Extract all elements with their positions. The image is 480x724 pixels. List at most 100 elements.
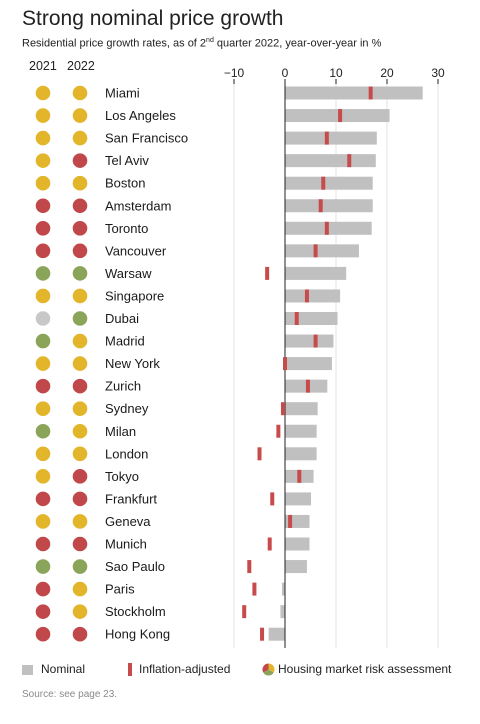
- risk-dot-2022: [72, 356, 88, 371]
- risk-dot-2021: [35, 604, 51, 619]
- risk-dot-2021: [35, 108, 51, 123]
- nominal-bar: [285, 266, 347, 280]
- city-label: Milan: [105, 424, 136, 439]
- risk-dot-2022: [72, 581, 88, 597]
- risk-dot-2021: [35, 130, 51, 146]
- inflation-marker: [280, 402, 285, 416]
- risk-dot-2022: [72, 469, 88, 484]
- nominal-bar: [281, 582, 285, 596]
- risk-dot-2022: [72, 175, 88, 191]
- risk-dot-2021: [35, 221, 51, 236]
- inflation-marker: [294, 312, 299, 325]
- inflation-marker: [265, 266, 270, 280]
- subtitle-rest: quarter 2022, year-over-year in %: [213, 37, 382, 50]
- inflation-marker: [283, 357, 287, 371]
- city-label: Sydney: [105, 401, 149, 416]
- city-label: Paris: [105, 582, 135, 597]
- risk-dot-2021: [35, 333, 51, 349]
- inflation-marker: [324, 131, 329, 145]
- risk-dot-2021: [35, 491, 51, 507]
- nominal-bar: [285, 131, 377, 145]
- nominal-bar: [285, 109, 390, 123]
- inflation-marker: [321, 176, 326, 190]
- nominal-bar: [285, 537, 310, 551]
- risk-dot-2022: [72, 378, 88, 394]
- risk-dot-2022: [72, 491, 88, 507]
- city-label: Singapore: [105, 288, 164, 303]
- city-label: Toronto: [105, 221, 148, 236]
- nominal-bar: [285, 199, 373, 213]
- inflation-marker: [260, 627, 265, 641]
- city-label: Sao Paulo: [105, 559, 165, 574]
- risk-dot-2021: [35, 536, 51, 552]
- risk-dot-2022: [72, 626, 88, 642]
- risk-dot-2021: [35, 401, 51, 417]
- risk-dot-2021: [35, 175, 51, 191]
- risk-dot-2022: [72, 333, 88, 349]
- risk-dot-2022: [72, 266, 88, 281]
- nominal-bar: [285, 244, 359, 258]
- city-label: New York: [105, 356, 160, 371]
- subtitle-superscript: nd: [206, 37, 214, 44]
- city-label: Frankfurt: [105, 491, 157, 506]
- risk-dot-2021: [35, 311, 51, 326]
- risk-dot-2022: [72, 85, 88, 101]
- legend-inflation-swatch: [128, 663, 132, 676]
- city-label: San Francisco: [105, 131, 188, 146]
- city-label: Tokyo: [105, 469, 139, 484]
- risk-dot-2022: [72, 243, 88, 259]
- city-label: Stockholm: [105, 604, 166, 619]
- city-label: Geneva: [105, 514, 151, 529]
- city-label: Dubai: [105, 311, 139, 326]
- city-label: Hong Kong: [105, 627, 170, 642]
- risk-dot-2022: [72, 153, 88, 168]
- city-label: Munich: [105, 537, 147, 552]
- legend-inflation-label: Inflation-adjusted: [139, 662, 231, 676]
- inflation-marker: [276, 424, 281, 438]
- risk-dot-2021: [35, 153, 51, 168]
- risk-dot-2022: [72, 423, 88, 439]
- nominal-bar: [285, 176, 373, 190]
- risk-dot-2022: [72, 221, 88, 236]
- risk-dot-2021: [35, 85, 51, 101]
- inflation-marker: [297, 469, 302, 483]
- risk-dot-2022: [72, 130, 88, 146]
- x-tick-label: 20: [380, 66, 394, 80]
- nominal-bar: [285, 312, 338, 325]
- inflation-marker: [247, 560, 252, 574]
- legend-risk-label: Housing market risk assessment: [278, 662, 452, 676]
- inflation-marker: [305, 379, 310, 393]
- inflation-marker: [252, 582, 257, 596]
- risk-dot-2022: [72, 288, 88, 304]
- year-label-2021: 2021: [29, 59, 57, 73]
- inflation-marker: [257, 447, 262, 461]
- inflation-marker: [267, 537, 272, 551]
- nominal-bar: [285, 154, 376, 168]
- chart-subtitle: Residential price growth rates, as of 2n…: [22, 37, 381, 50]
- risk-dot-2021: [35, 423, 51, 439]
- nominal-bar: [285, 447, 317, 461]
- legend-risk-icon: [262, 663, 275, 676]
- source-note: Source: see page 23.: [22, 689, 118, 700]
- nominal-bar: [285, 357, 332, 371]
- city-label: Madrid: [105, 334, 145, 349]
- nominal-bar: [285, 492, 312, 506]
- risk-dot-2021: [35, 559, 51, 574]
- risk-dot-2021: [35, 469, 51, 484]
- nominal-bar: [285, 334, 334, 348]
- risk-dot-2021: [35, 198, 51, 214]
- risk-dot-2022: [72, 559, 88, 574]
- x-tick-label: 30: [431, 66, 445, 80]
- inflation-marker: [313, 244, 318, 258]
- nominal-bar: [285, 560, 307, 574]
- risk-dot-2022: [72, 401, 88, 417]
- city-label: London: [105, 446, 148, 461]
- legend-nominal-swatch: [22, 665, 33, 675]
- nominal-bar: [285, 289, 341, 303]
- risk-dot-2022: [72, 446, 88, 462]
- city-label: Zurich: [105, 379, 141, 394]
- city-label: Los Angeles: [105, 108, 176, 123]
- city-label: Amsterdam: [105, 198, 171, 213]
- risk-dot-2021: [35, 446, 51, 462]
